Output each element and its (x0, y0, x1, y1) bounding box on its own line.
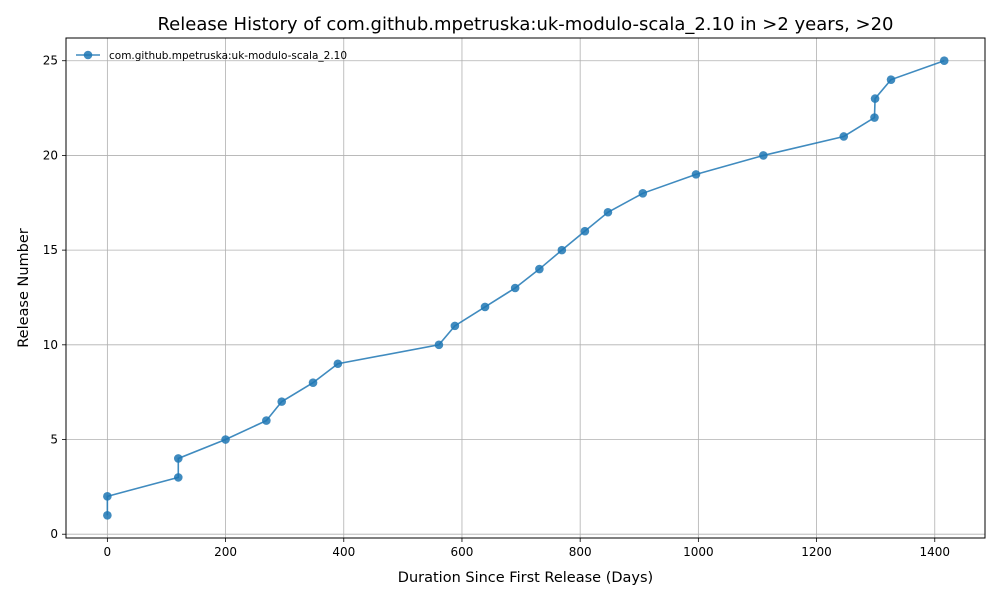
data-point (480, 302, 490, 312)
data-point (103, 492, 112, 501)
data-point (535, 264, 544, 274)
y-tick-label: 20 (43, 148, 58, 162)
y-tick-label: 0 (50, 527, 58, 541)
axis-ticks: 0 200 400 600 800 1000 1200 1400 0 5 10 15 20 25 (43, 54, 950, 559)
data-point (173, 454, 183, 463)
data-point (759, 151, 768, 160)
y-axis-label: Release Number (16, 228, 32, 348)
data-point (870, 94, 880, 103)
x-axis-label: Duration Since First Release (Days) (398, 570, 653, 586)
data-point (173, 473, 183, 482)
y-tick-label: 5 (50, 433, 58, 447)
legend-label: com.github.mpetruska:uk-modulo-scala_2.1… (109, 50, 347, 62)
y-tick-label: 10 (43, 338, 58, 352)
data-point (103, 510, 112, 520)
x-tick-label: 1200 (801, 545, 832, 559)
data-point (308, 378, 318, 387)
x-tick-label: 1000 (683, 545, 714, 559)
plot-area-frame (65, 37, 986, 539)
x-tick-label: 800 (569, 545, 592, 559)
x-tick-label: 200 (214, 545, 237, 559)
legend: com.github.mpetruska:uk-modulo-scala_2.1… (76, 50, 347, 62)
grid-lines (66, 38, 985, 538)
data-point (839, 132, 849, 141)
series-layer (103, 56, 949, 520)
y-tick-label: 25 (43, 54, 58, 68)
x-tick-label: 600 (451, 545, 474, 559)
data-point (870, 113, 879, 122)
x-tick-label: 400 (332, 545, 355, 559)
data-point (691, 170, 701, 179)
data-point (434, 340, 444, 350)
legend-marker (83, 50, 93, 60)
data-point (939, 56, 949, 66)
data-point (450, 321, 460, 331)
data-point (262, 416, 271, 425)
data-point (221, 435, 230, 444)
data-point (886, 75, 896, 84)
chart-title: Release History of com.github.mpetruska:… (157, 14, 893, 35)
data-point (277, 397, 287, 406)
data-point (603, 207, 613, 217)
data-point (580, 226, 590, 236)
data-point (333, 359, 343, 369)
y-tick-label: 15 (43, 243, 58, 257)
x-tick-label: 1400 (919, 545, 950, 559)
x-tick-label: 0 (104, 545, 112, 559)
data-point (638, 189, 648, 198)
data-point (557, 245, 567, 255)
data-point (510, 283, 520, 293)
